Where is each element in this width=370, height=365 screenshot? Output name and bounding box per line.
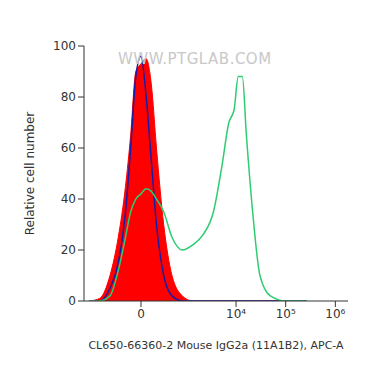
html-text:WWW.PTGLAB.COM: WWW.PTGLAB.COM — [118, 50, 272, 68]
svg-text:0: 0 — [68, 294, 76, 308]
svg-text:CL650-66360-2 Mouse IgG2a (11A: CL650-66360-2 Mouse IgG2a (11A1B2), APC-… — [88, 339, 344, 352]
svg-text:60: 60 — [61, 141, 76, 155]
svg-text:40: 40 — [61, 192, 76, 206]
svg-text:10⁵: 10⁵ — [276, 307, 296, 321]
svg-text:100: 100 — [53, 39, 76, 53]
svg-text:80: 80 — [61, 90, 76, 104]
svg-text:10⁶: 10⁶ — [325, 307, 345, 321]
svg-text:0: 0 — [137, 307, 145, 321]
svg-text:10⁴: 10⁴ — [226, 307, 246, 321]
svg-text:Relative cell number: Relative cell number — [23, 112, 37, 236]
svg-text:20: 20 — [61, 243, 76, 257]
